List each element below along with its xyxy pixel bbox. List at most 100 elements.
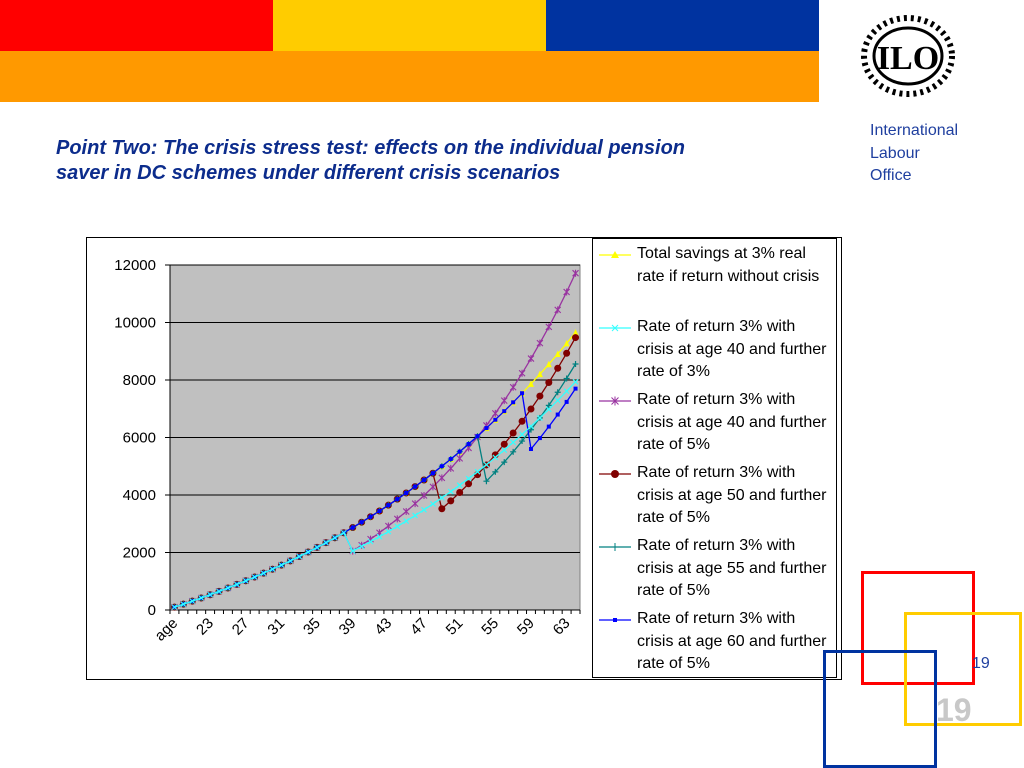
series-5-point-56 xyxy=(493,417,498,422)
series-3-point-65 xyxy=(572,334,580,342)
series-2-point-57 xyxy=(500,397,508,405)
series-1-point-63 xyxy=(554,397,561,404)
series-4-point-58 xyxy=(510,448,517,455)
series-1 xyxy=(171,378,579,611)
decor-square-red xyxy=(861,571,975,685)
series-3-point-63 xyxy=(554,364,562,372)
series-5-point-64 xyxy=(564,399,569,404)
series-4-point-59 xyxy=(519,438,526,445)
series-1-point-56 xyxy=(492,454,499,461)
series-3-point-53 xyxy=(465,480,473,488)
legend-symbol-2 xyxy=(599,396,631,406)
series-1-point-57 xyxy=(501,447,508,453)
header-band-yellow xyxy=(273,0,546,51)
legend-symbol-5 xyxy=(599,618,631,622)
series-3-point-52 xyxy=(456,489,464,497)
series-1-point-30 xyxy=(260,570,267,577)
series-4-point-65 xyxy=(572,361,579,368)
org-line-1: International xyxy=(870,122,959,139)
ilo-logo-icon: ILO xyxy=(861,15,955,97)
decor-square-yellow xyxy=(904,612,1022,726)
series-4-point-60 xyxy=(527,426,534,433)
series-5-point-63 xyxy=(555,412,560,417)
series-2-point-46 xyxy=(402,507,410,515)
series-2-point-63 xyxy=(554,306,562,314)
series-1-point-53 xyxy=(465,475,472,482)
series-1-point-64 xyxy=(563,388,570,395)
x-tick-label-5: 39 xyxy=(336,615,360,639)
series-0-point-60 xyxy=(527,380,534,387)
legend-symbol-0 xyxy=(599,251,631,258)
decor-square-blue xyxy=(823,650,937,768)
series-2-point-47 xyxy=(411,500,419,508)
series-2-point-48 xyxy=(420,491,428,499)
series-5-point-54 xyxy=(475,434,480,439)
header-band-orange xyxy=(0,51,819,102)
y-tick-label-5: 10000 xyxy=(114,315,156,332)
series-1-point-29 xyxy=(251,574,258,580)
series-3-point-64 xyxy=(563,349,571,357)
series-1-point-43 xyxy=(376,533,383,540)
series-1-point-55 xyxy=(483,461,490,468)
y-tick-label-1: 2000 xyxy=(123,545,156,562)
y-tick-label-6: 12000 xyxy=(114,257,156,274)
series-3-point-58 xyxy=(509,429,517,437)
series-1-point-39 xyxy=(340,529,347,536)
org-line-2: Labour xyxy=(870,144,920,162)
legend-label-0: Total savings at 3% real rate if return … xyxy=(637,245,820,285)
series-1-point-62 xyxy=(545,406,552,413)
legend-marker-1 xyxy=(611,324,619,332)
series-3-point-50 xyxy=(438,505,446,513)
legend-marker-2 xyxy=(611,396,619,406)
series-1-point-46 xyxy=(403,518,410,524)
series-2-point-60 xyxy=(527,355,535,363)
page-number: 19 xyxy=(972,655,990,672)
series-4-point-57 xyxy=(501,459,508,466)
series-5-point-49 xyxy=(430,471,435,476)
series-1-point-23 xyxy=(198,595,205,601)
series-3-point-51 xyxy=(447,497,455,505)
series-1-point-47 xyxy=(412,512,419,519)
series-1-point-36 xyxy=(314,544,320,551)
series-1-point-51 xyxy=(447,488,454,495)
series-4-point-62 xyxy=(545,402,552,409)
legend-marker-0 xyxy=(611,251,619,258)
logo-lettering: ILO xyxy=(877,40,939,77)
series-5-point-43 xyxy=(377,509,382,514)
series-1-point-25 xyxy=(216,588,222,595)
legend-marker-3 xyxy=(611,470,619,478)
series-1-point-31 xyxy=(269,566,276,573)
x-tick-label-3: 31 xyxy=(264,615,288,639)
x-tick-label-11: 63 xyxy=(550,615,574,639)
series-5-point-52 xyxy=(457,449,462,454)
series-2-point-44 xyxy=(384,522,392,530)
series-2-point-52 xyxy=(456,454,464,462)
org-line-3: Office xyxy=(870,167,912,184)
page-number-large: 19 xyxy=(936,692,972,728)
legend-label-4: Rate of return 3% with crisis at age 55 … xyxy=(637,537,827,600)
series-2-point-49 xyxy=(429,483,437,491)
series-1-point-33 xyxy=(287,557,294,564)
series-1-point-58 xyxy=(510,439,517,446)
series-1-point-38 xyxy=(331,534,338,541)
series-0-point-64 xyxy=(563,339,570,347)
legend-label-3: Rate of return 3% with crisis at age 50 … xyxy=(637,464,827,527)
y-tick-label-4: 8000 xyxy=(123,372,156,389)
series-5-point-51 xyxy=(448,457,453,462)
series-5-point-60 xyxy=(528,447,533,451)
x-tick-label-2: 27 xyxy=(229,615,253,639)
series-1-point-34 xyxy=(296,553,303,560)
series-1-point-42 xyxy=(367,538,374,545)
series-1-point-35 xyxy=(305,549,312,555)
series-1-point-45 xyxy=(394,523,401,530)
series-1-point-44 xyxy=(385,528,392,535)
series-2-point-64 xyxy=(563,288,571,296)
series-2-point-51 xyxy=(447,464,455,472)
series-5-point-58 xyxy=(511,400,516,405)
series-1-point-52 xyxy=(456,482,463,489)
legend-marker-5 xyxy=(613,618,617,622)
slide-title: Point Two: The crisis stress test: effec… xyxy=(56,137,686,184)
y-tick-label-0: 0 xyxy=(148,602,156,619)
series-5-point-53 xyxy=(466,442,471,447)
series-0-point-65 xyxy=(572,329,579,336)
